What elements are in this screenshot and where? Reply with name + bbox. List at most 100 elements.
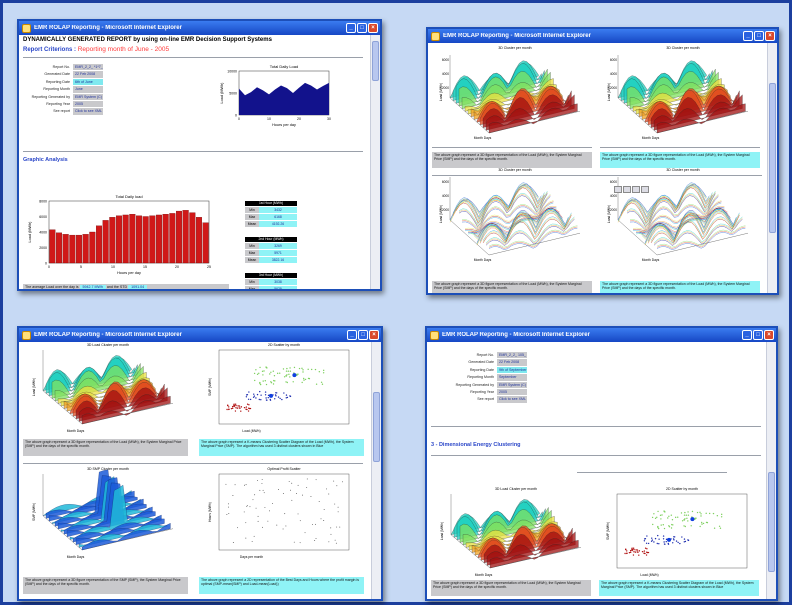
scatter-point (663, 527, 666, 530)
param-label: Generated Date (468, 360, 494, 365)
report-window-2[interactable]: EMR ROLAP Reporting - Microsoft Internet… (426, 27, 779, 295)
bar (162, 214, 169, 264)
scatter-point (683, 519, 685, 521)
maximize-button[interactable]: □ (753, 330, 763, 340)
contour-line (653, 219, 743, 246)
image-toolbar-icon[interactable] (623, 186, 631, 193)
scroll-thumb[interactable] (769, 83, 776, 233)
image-toolbar[interactable] (614, 186, 650, 193)
contour-line (476, 207, 566, 243)
y-tick-label: 10000 (227, 70, 237, 74)
scatter-point (235, 407, 237, 409)
x-tick-label: 20 (297, 117, 301, 121)
scatter-point (286, 396, 289, 399)
title-bar[interactable]: EMR ROLAP Reporting - Microsoft Internet… (19, 21, 380, 35)
scatter-point (226, 514, 228, 515)
contour-line (629, 194, 719, 228)
stat-label: Min (245, 207, 259, 213)
param-value[interactable]: Click to see XML report (73, 108, 103, 115)
param-value[interactable]: Click to see XML report (497, 396, 527, 403)
maximize-button[interactable]: □ (754, 31, 764, 41)
scatter-point (657, 534, 659, 537)
scroll-thumb[interactable] (372, 41, 379, 81)
chart-title: 3D Load Cluster per month (495, 487, 537, 491)
x-axis-label: Month Days (474, 258, 492, 262)
close-button[interactable]: × (764, 330, 774, 340)
scatter-point (670, 527, 673, 529)
title-bar[interactable]: EMR ROLAP Reporting - Microsoft Internet… (428, 29, 777, 43)
scatter-point (269, 510, 270, 512)
ie-icon (430, 330, 439, 340)
vertical-scrollbar[interactable] (370, 35, 380, 289)
surface-strip (462, 509, 552, 546)
x-tick-label: 25 (207, 265, 211, 269)
divider (431, 455, 761, 456)
contour-line (473, 209, 563, 239)
param-label: See report (53, 109, 70, 114)
scatter-point (296, 374, 298, 377)
scatter-point (654, 517, 657, 520)
scatter-point (720, 516, 723, 518)
scatter-point (718, 525, 721, 528)
graphic-analysis-title: Graphic Analysis (23, 157, 68, 163)
maximize-button[interactable]: □ (357, 23, 367, 33)
scatter-point (628, 551, 631, 554)
y-tick-label: 4000 (442, 194, 449, 198)
image-toolbar-icon[interactable] (641, 186, 649, 193)
vertical-scrollbar[interactable] (371, 342, 381, 599)
contour-line (476, 209, 566, 244)
title-bar[interactable]: EMR ROLAP Reporting - Microsoft Internet… (427, 328, 776, 342)
report-window-3[interactable]: EMR ROLAP Reporting - Microsoft Internet… (17, 326, 383, 601)
scroll-thumb[interactable] (768, 472, 775, 572)
minimize-button[interactable]: _ (742, 330, 752, 340)
scatter-point (651, 539, 654, 541)
minimize-button[interactable]: _ (347, 330, 357, 340)
surface-strip (81, 396, 171, 425)
scatter-point (680, 512, 683, 514)
hour-stat-box: 2nd Hour (MWh) Min 3269 Max 5971 Mean 3822.16 (245, 237, 297, 263)
stat-label: Min (245, 243, 259, 249)
plot-area (616, 493, 748, 569)
close-button[interactable]: × (368, 23, 378, 33)
minimize-button[interactable]: _ (346, 23, 356, 33)
param-value: September (497, 374, 527, 381)
vertical-scrollbar[interactable] (767, 43, 777, 293)
contour-line (629, 195, 719, 229)
scatter-point (315, 479, 317, 481)
close-button[interactable]: × (369, 330, 379, 340)
image-toolbar-icon[interactable] (632, 186, 640, 193)
y-tick-label: 6000 (610, 58, 617, 62)
scatter-point (282, 492, 284, 494)
scroll-thumb[interactable] (373, 392, 380, 462)
report-params-table: Report No. EMR_2_2_ *1*7_ Generated Date 22… (27, 64, 103, 116)
scatter-point (285, 370, 288, 372)
bar (156, 214, 162, 264)
vertical-scrollbar[interactable] (766, 342, 776, 599)
scatter-point (247, 410, 250, 412)
maximize-button[interactable]: □ (358, 330, 368, 340)
x-tick-label: 15 (143, 265, 147, 269)
scatter-point (629, 549, 632, 552)
scatter-point (227, 503, 229, 505)
area-series (239, 82, 329, 115)
window-title: EMR ROLAP Reporting - Microsoft Internet… (442, 332, 590, 338)
param-label: Reporting Month (467, 375, 494, 380)
y-axis-label: Load (MWh) (440, 522, 444, 540)
title-bar[interactable]: EMR ROLAP Reporting - Microsoft Internet… (19, 328, 381, 342)
scatter-point (245, 394, 248, 396)
y-tick-label: 5000 (229, 92, 237, 96)
minimize-button[interactable]: _ (743, 31, 753, 41)
scatter-point (314, 540, 316, 542)
image-toolbar-icon[interactable] (614, 186, 622, 193)
scatter-point (286, 374, 288, 376)
report-window-4[interactable]: EMR ROLAP Reporting - Microsoft Internet… (425, 326, 778, 601)
report-window-1[interactable]: EMR ROLAP Reporting - Microsoft Internet… (17, 19, 382, 291)
scatter-point (282, 368, 285, 370)
scatter-point (687, 520, 689, 522)
contour-line (488, 227, 578, 250)
scatter-point (700, 513, 702, 515)
scatter-point (306, 478, 308, 480)
close-button[interactable]: × (765, 31, 775, 41)
bar (102, 220, 109, 264)
